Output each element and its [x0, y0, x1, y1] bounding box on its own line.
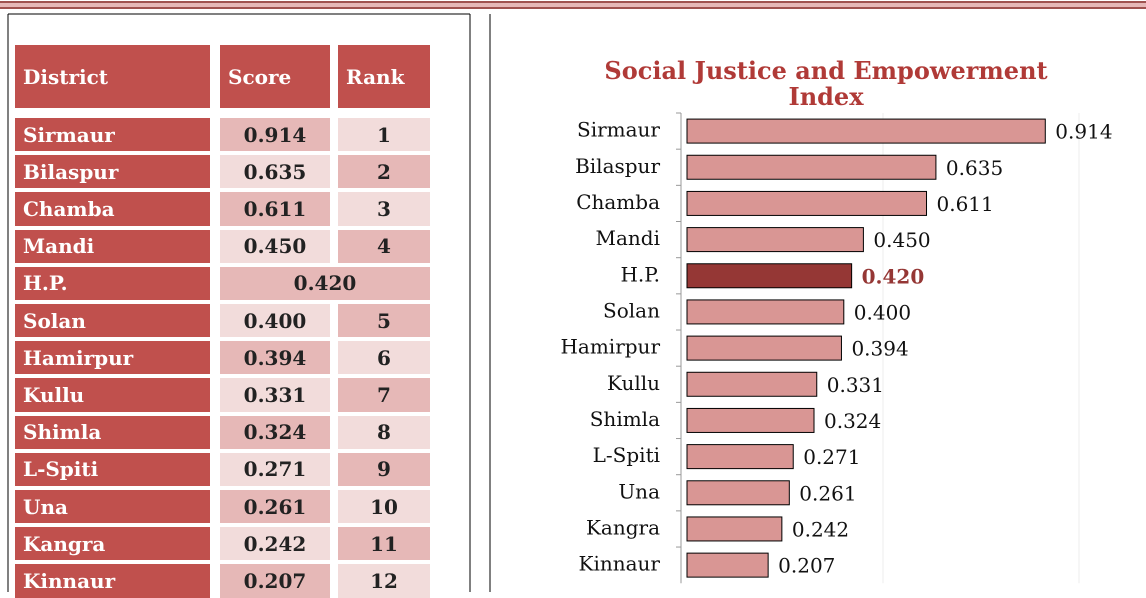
bar — [686, 371, 818, 397]
score-cell: 0.324 — [220, 415, 330, 449]
bar — [686, 299, 845, 325]
category-label: Chamba — [576, 190, 660, 214]
value-label: 0.611 — [937, 192, 994, 216]
rank-cell: 1 — [338, 118, 430, 152]
rank-cell: 9 — [338, 452, 430, 486]
value-label: 0.400 — [854, 300, 911, 324]
category-label: Sirmaur — [577, 118, 660, 142]
category-label: Shimla — [590, 407, 660, 431]
score-cell: 0.400 — [220, 304, 330, 338]
score-cell: 0.914 — [220, 118, 330, 152]
score-cell: 0.450 — [220, 229, 330, 263]
score-cell: 0.420 — [220, 266, 430, 300]
district-cell: Chamba — [15, 192, 210, 226]
rank-cell: 7 — [338, 378, 430, 412]
rank-cell: 2 — [338, 155, 430, 189]
bar — [686, 154, 937, 180]
category-label: Kullu — [607, 371, 660, 395]
value-label: 0.242 — [792, 517, 849, 541]
category-label: Hamirpur — [560, 335, 660, 359]
district-cell: Una — [15, 490, 210, 524]
district-cell: H.P. — [15, 266, 210, 300]
value-label: 0.207 — [778, 554, 835, 578]
score-cell: 0.635 — [220, 155, 330, 189]
top-band — [0, 3, 1146, 7]
value-label: 0.261 — [799, 481, 856, 505]
bar — [686, 552, 769, 578]
category-label: Kinnaur — [579, 552, 661, 576]
district-cell: Kullu — [15, 378, 210, 412]
district-cell: Sirmaur — [15, 118, 210, 152]
header-cell: Score — [220, 45, 330, 108]
value-label: 0.914 — [1055, 120, 1112, 144]
bar — [686, 444, 794, 470]
score-cell: 0.331 — [220, 378, 330, 412]
district-cell: L-Spiti — [15, 452, 210, 486]
bar — [686, 480, 790, 506]
bar — [686, 407, 815, 433]
value-label: 0.394 — [851, 337, 908, 361]
bar — [686, 118, 1046, 144]
rank-cell: 6 — [338, 341, 430, 375]
value-label: 0.331 — [827, 373, 884, 397]
bar — [686, 227, 864, 253]
score-cell: 0.261 — [220, 490, 330, 524]
value-label: 0.324 — [824, 409, 881, 433]
category-label: Bilaspur — [575, 154, 660, 178]
value-label: 0.635 — [946, 156, 1003, 180]
bar — [686, 263, 853, 289]
district-cell: Kangra — [15, 527, 210, 561]
district-cell: Shimla — [15, 415, 210, 449]
category-label: Una — [618, 479, 660, 503]
rank-cell: 11 — [338, 527, 430, 561]
score-cell: 0.271 — [220, 452, 330, 486]
rank-cell: 4 — [338, 229, 430, 263]
category-label: H.P. — [620, 262, 660, 286]
category-label: Solan — [603, 298, 660, 322]
header-cell: Rank — [338, 45, 430, 108]
category-label: Mandi — [596, 226, 660, 250]
district-cell: Solan — [15, 304, 210, 338]
rank-cell: 3 — [338, 192, 430, 226]
value-label: 0.450 — [873, 228, 930, 252]
score-cell: 0.242 — [220, 527, 330, 561]
district-cell: Mandi — [15, 229, 210, 263]
chart-title: Social Justice and Empowerment Index — [604, 56, 1047, 111]
rank-cell: 8 — [338, 415, 430, 449]
bar — [686, 516, 783, 542]
value-label: 0.271 — [803, 445, 860, 469]
value-label: 0.420 — [862, 264, 925, 288]
rank-cell: 10 — [338, 490, 430, 524]
bar — [686, 190, 928, 216]
category-label: L-Spiti — [593, 443, 660, 467]
district-cell: Bilaspur — [15, 155, 210, 189]
bar — [686, 335, 842, 361]
score-table: District Score Rank Sirmaur 0.914 1 Bilaspur 0.… — [0, 0, 480, 598]
header-cell: District — [15, 45, 210, 108]
district-cell: Hamirpur — [15, 341, 210, 375]
score-cell: 0.611 — [220, 192, 330, 226]
rank-cell: 5 — [338, 304, 430, 338]
score-cell: 0.394 — [220, 341, 330, 375]
category-label: Kangra — [586, 515, 660, 539]
